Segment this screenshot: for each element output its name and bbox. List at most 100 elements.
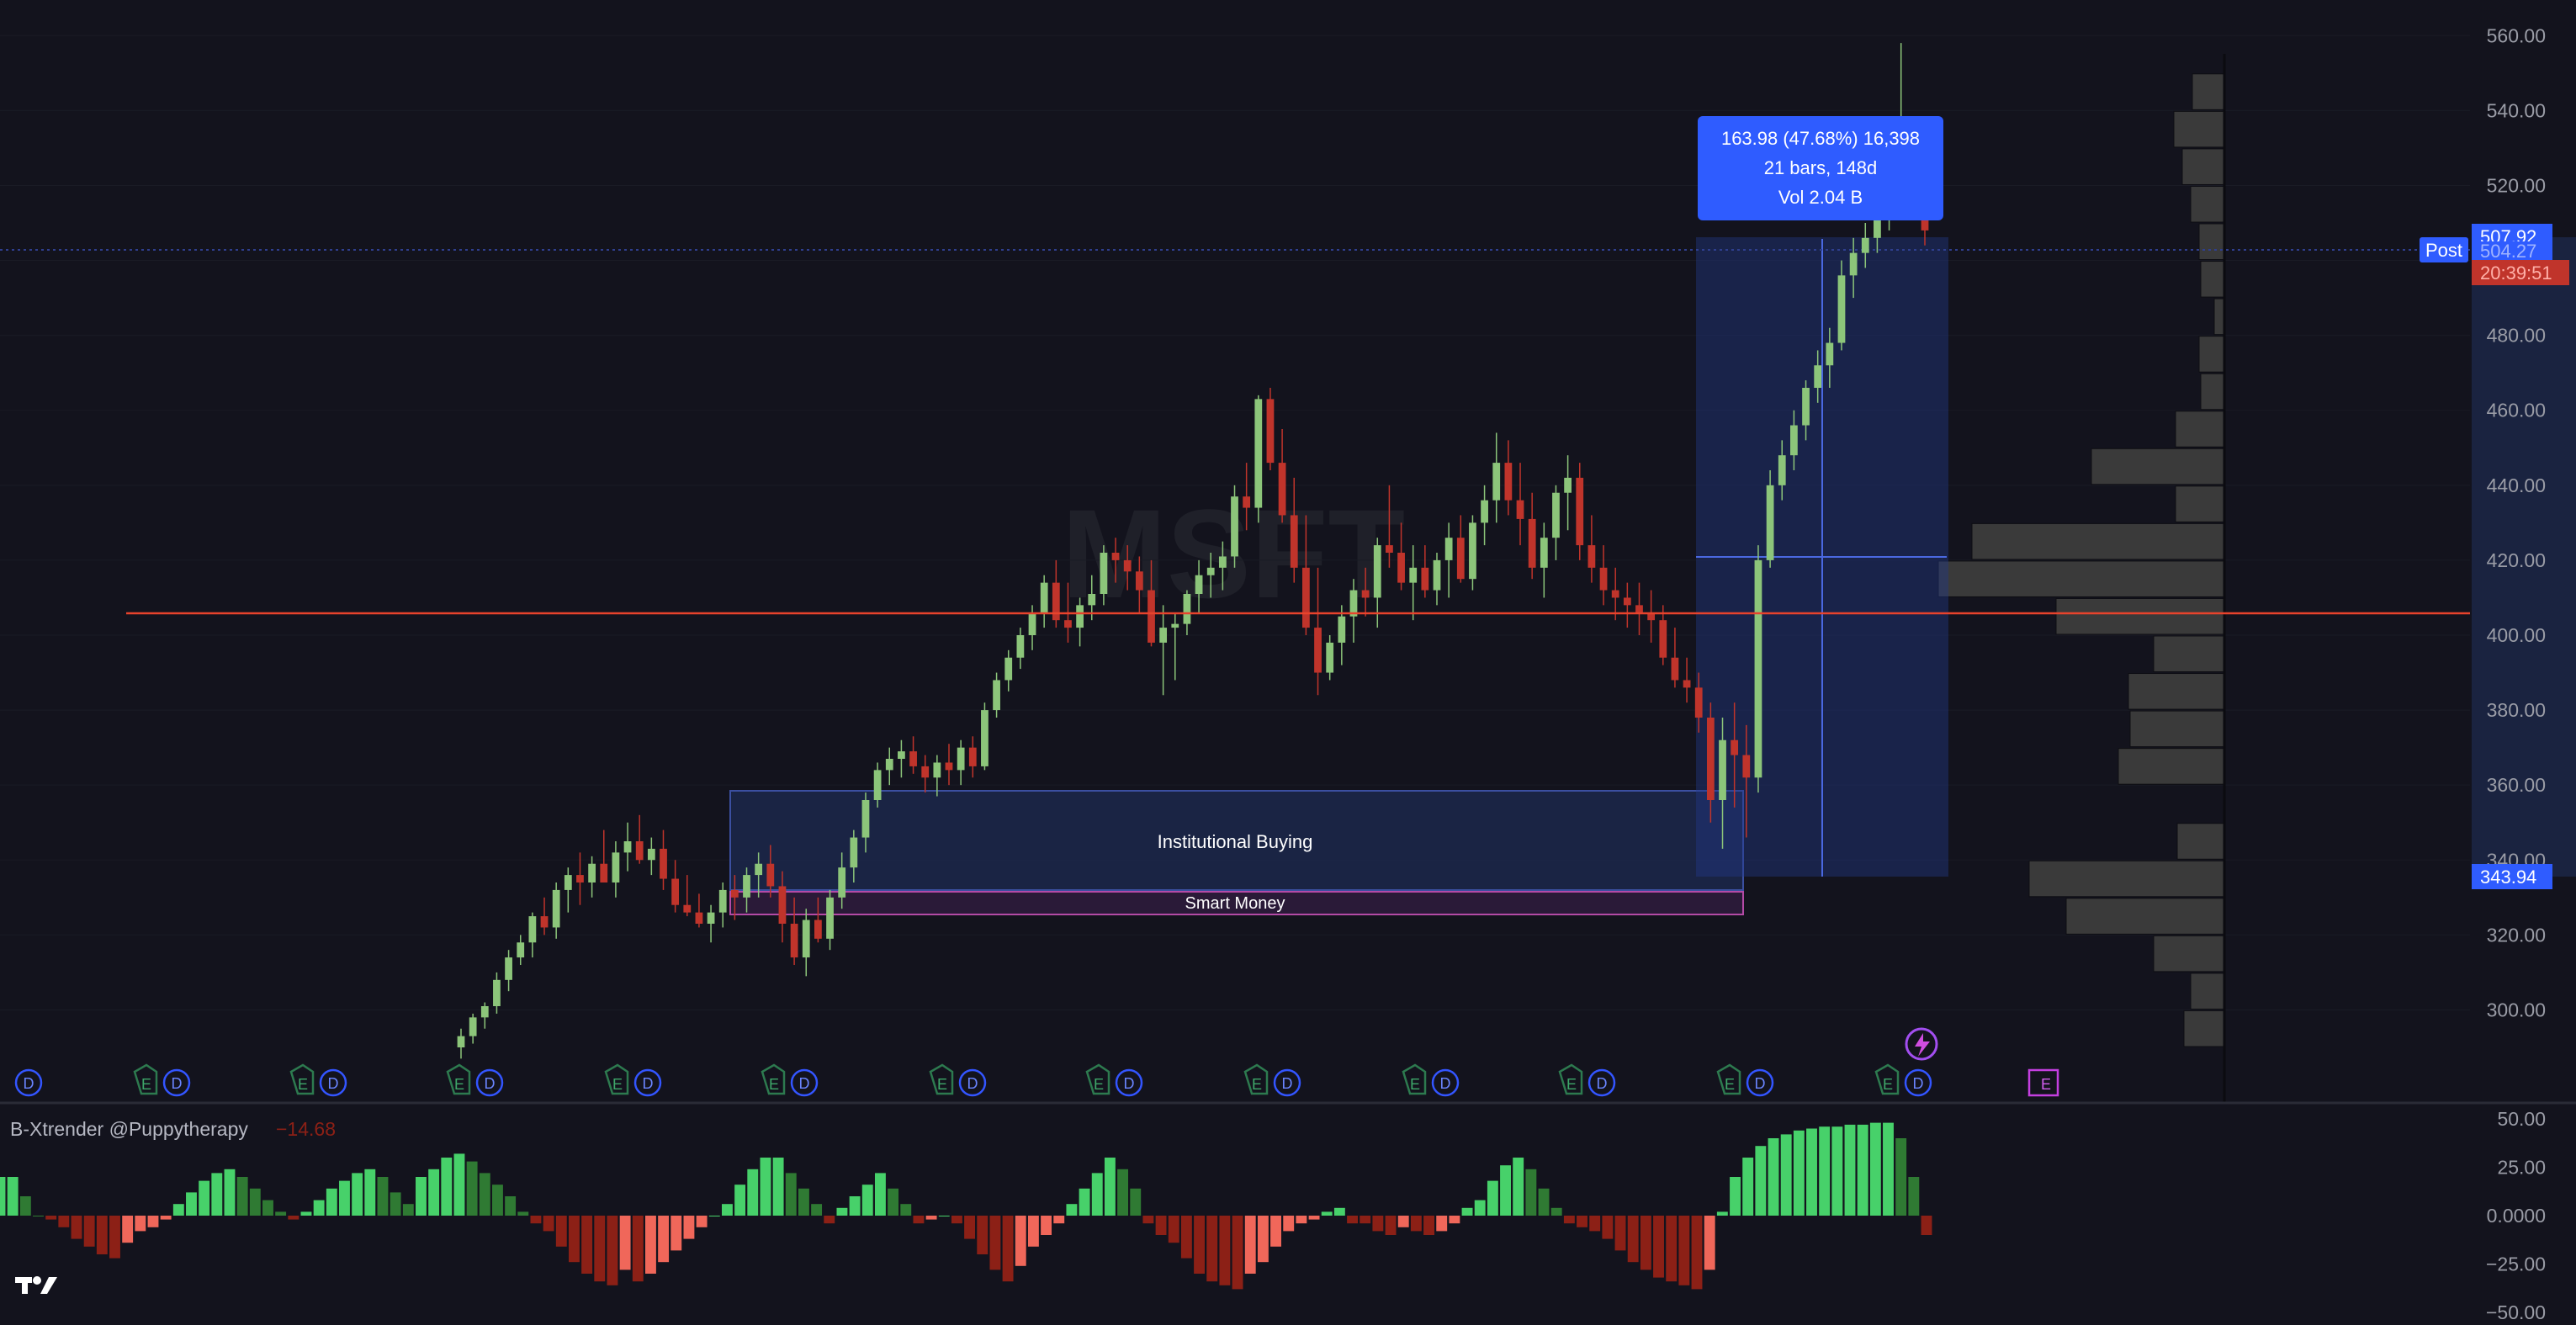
candle[interactable]	[718, 882, 727, 928]
candle[interactable]	[493, 972, 501, 1014]
candle[interactable]	[1540, 522, 1548, 598]
candle[interactable]	[1706, 702, 1715, 823]
indicator-axis[interactable]: 50.00 25.00 0.0000 −25.00 −50.00	[2486, 1108, 2546, 1323]
candle[interactable]	[814, 897, 822, 943]
candle[interactable]	[1444, 522, 1453, 598]
candle[interactable]	[1397, 522, 1405, 591]
candle[interactable]	[1837, 260, 1846, 351]
candle[interactable]	[1409, 545, 1418, 621]
upcoming-earnings-icon[interactable]: E	[2027, 1068, 2059, 1097]
candle[interactable]	[730, 875, 739, 920]
candle[interactable]	[528, 912, 537, 958]
candle[interactable]	[576, 852, 584, 905]
candle[interactable]	[993, 672, 1000, 718]
indicator-title[interactable]: B-Xtrender @Puppytherapy	[10, 1118, 248, 1140]
candle[interactable]	[1159, 605, 1168, 696]
candle[interactable]	[1719, 718, 1726, 849]
candle[interactable]	[778, 871, 787, 943]
candle[interactable]	[921, 755, 930, 793]
dividend-event-icon[interactable]: D	[1273, 1068, 1301, 1097]
dividend-event-icon[interactable]: D	[1904, 1068, 1932, 1097]
candle[interactable]	[1516, 463, 1524, 546]
candle[interactable]	[564, 867, 572, 913]
last-price-tag[interactable]: 507.92 504.27 20:39:51	[2472, 224, 2569, 285]
candle[interactable]	[1576, 463, 1584, 560]
candle[interactable]	[1659, 605, 1667, 665]
candle[interactable]	[1754, 545, 1762, 793]
candle[interactable]	[588, 856, 596, 898]
candle[interactable]	[945, 744, 953, 786]
earnings-event-icon[interactable]: E	[133, 1063, 158, 1095]
candle[interactable]	[1731, 702, 1739, 808]
dividend-event-icon[interactable]: D	[1431, 1068, 1460, 1097]
candle[interactable]	[1278, 429, 1286, 523]
candle[interactable]	[1504, 440, 1513, 516]
candle[interactable]	[1528, 492, 1536, 580]
dividend-event-icon[interactable]: D	[633, 1068, 662, 1097]
candle[interactable]	[623, 822, 632, 872]
smart-money-zone[interactable]	[729, 891, 1744, 915]
candle[interactable]	[1826, 327, 1834, 388]
candle[interactable]	[1623, 582, 1631, 628]
candle[interactable]	[480, 1002, 489, 1029]
candle[interactable]	[1243, 463, 1251, 531]
candle[interactable]	[1016, 628, 1025, 670]
candle[interactable]	[635, 814, 644, 864]
candle[interactable]	[1861, 223, 1869, 268]
candle[interactable]	[1552, 485, 1560, 560]
candle[interactable]	[600, 829, 608, 882]
earnings-event-icon[interactable]: E	[929, 1063, 954, 1095]
earnings-event-icon[interactable]: E	[289, 1063, 315, 1095]
candle[interactable]	[1361, 567, 1370, 617]
candle[interactable]	[1135, 556, 1143, 613]
candle[interactable]	[1195, 559, 1203, 613]
candle[interactable]	[1814, 350, 1822, 403]
candle[interactable]	[1349, 579, 1358, 643]
candle[interactable]	[766, 845, 775, 898]
candle[interactable]	[1040, 575, 1048, 628]
earnings-event-icon[interactable]: E	[761, 1063, 786, 1095]
tradingview-logo[interactable]: TV	[15, 1276, 57, 1294]
candle[interactable]	[1052, 559, 1060, 628]
candle[interactable]	[695, 893, 703, 928]
candle[interactable]	[1148, 559, 1155, 647]
dividend-event-icon[interactable]: D	[790, 1068, 819, 1097]
candle[interactable]	[1564, 455, 1572, 531]
candle[interactable]	[1302, 515, 1310, 635]
candle[interactable]	[1778, 440, 1786, 501]
candle[interactable]	[850, 829, 858, 882]
candle[interactable]	[1206, 553, 1215, 598]
candle[interactable]	[909, 736, 917, 774]
candle[interactable]	[1123, 545, 1132, 591]
dividend-event-icon[interactable]: D	[1115, 1068, 1143, 1097]
candle[interactable]	[743, 867, 750, 913]
candle[interactable]	[1742, 724, 1751, 838]
candle[interactable]	[612, 841, 620, 898]
earnings-event-icon[interactable]: E	[604, 1063, 629, 1095]
candle[interactable]	[898, 739, 905, 778]
candle[interactable]	[826, 889, 834, 951]
earnings-event-icon[interactable]: E	[446, 1063, 471, 1095]
candle[interactable]	[505, 950, 512, 992]
candle[interactable]	[1456, 515, 1465, 583]
candle[interactable]	[1004, 649, 1013, 692]
post-tag[interactable]: Post	[2420, 237, 2468, 262]
candle[interactable]	[1599, 545, 1608, 606]
candle[interactable]	[1421, 545, 1429, 598]
candle[interactable]	[968, 736, 977, 778]
candle[interactable]	[683, 875, 692, 917]
candle[interactable]	[1635, 582, 1643, 635]
candle[interactable]	[1076, 597, 1084, 647]
candle[interactable]	[540, 897, 549, 935]
candle[interactable]	[1254, 395, 1263, 523]
candle[interactable]	[1386, 485, 1393, 568]
earnings-event-icon[interactable]: E	[1716, 1063, 1741, 1095]
candle[interactable]	[647, 837, 655, 876]
dividend-event-icon[interactable]: D	[1746, 1068, 1774, 1097]
earnings-event-icon[interactable]: E	[1402, 1063, 1427, 1095]
candle[interactable]	[957, 739, 965, 786]
candle[interactable]	[1314, 567, 1322, 696]
candle[interactable]	[755, 852, 763, 898]
